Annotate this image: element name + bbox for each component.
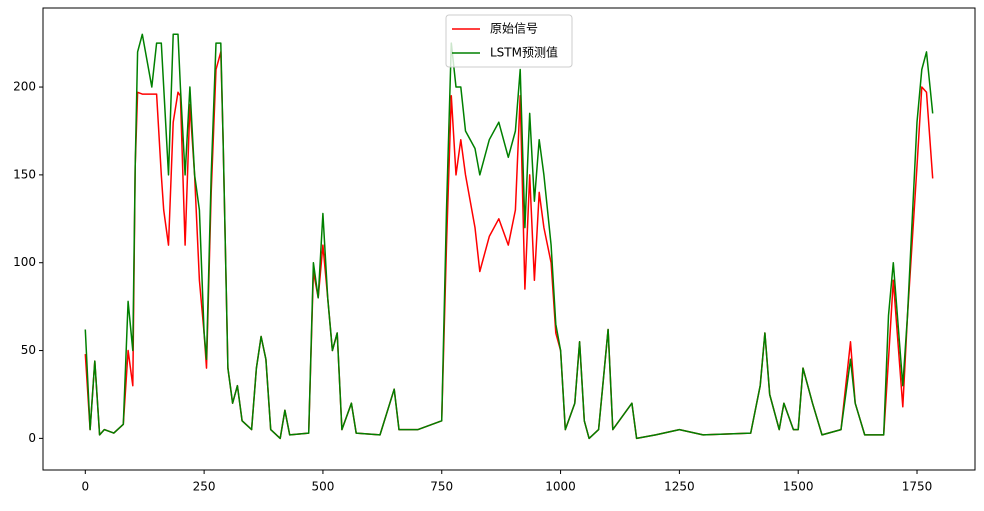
x-tick-label: 1250 xyxy=(664,480,695,494)
x-tick-label: 500 xyxy=(311,480,334,494)
series-line xyxy=(84,33,934,440)
y-tick-label: 0 xyxy=(28,431,36,445)
x-tick-label: 1000 xyxy=(545,480,576,494)
y-tick-label: 100 xyxy=(13,255,36,269)
x-tick-label: 250 xyxy=(193,480,216,494)
x-tick-label: 1500 xyxy=(783,480,814,494)
x-tick-label: 1750 xyxy=(902,480,933,494)
legend-label: LSTM预测值 xyxy=(490,45,558,60)
legend-box xyxy=(445,14,573,68)
y-tick-label: 50 xyxy=(21,343,36,357)
legend-label: 原始信号 xyxy=(490,22,538,36)
plot-frame xyxy=(42,7,976,471)
x-tick-label: 750 xyxy=(430,480,453,494)
y-tick-label: 200 xyxy=(13,80,36,94)
x-tick-label: 0 xyxy=(81,480,89,494)
y-tick-label: 150 xyxy=(13,167,36,181)
